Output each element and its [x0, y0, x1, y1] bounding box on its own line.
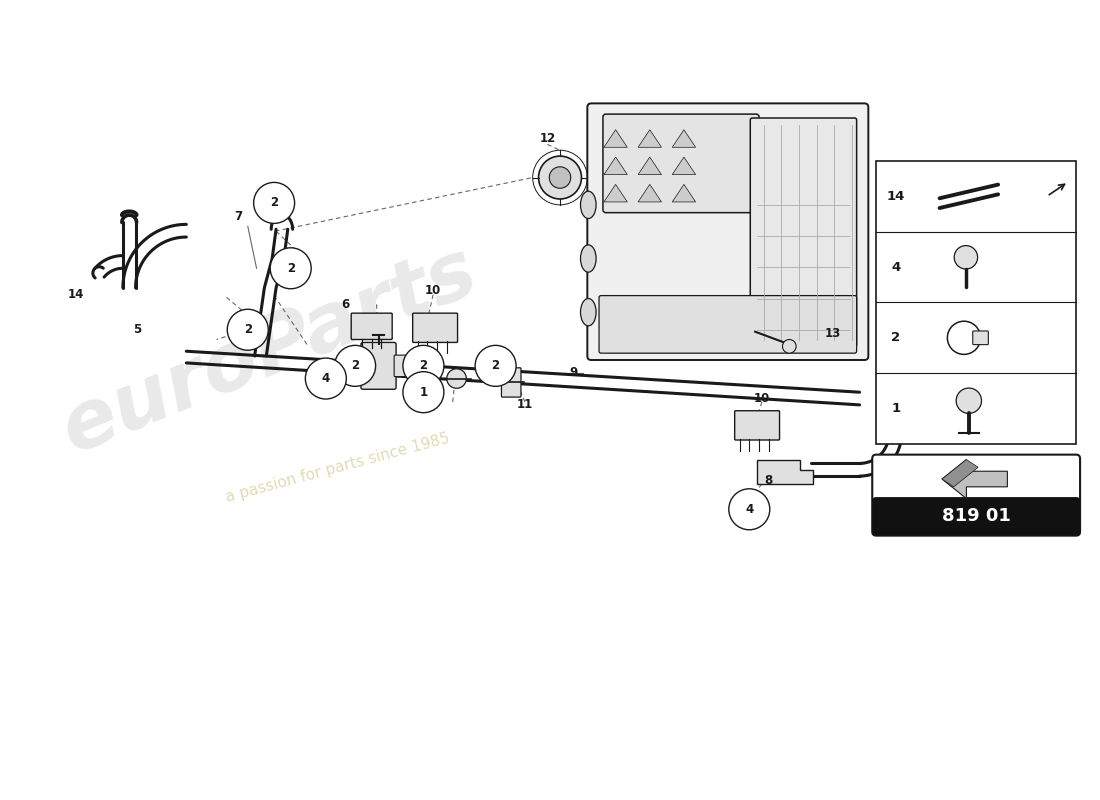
Text: 6: 6: [341, 298, 350, 311]
Text: 2: 2: [492, 359, 499, 372]
FancyBboxPatch shape: [502, 368, 521, 397]
Circle shape: [254, 182, 295, 223]
Text: 9: 9: [570, 366, 578, 379]
FancyBboxPatch shape: [394, 355, 411, 377]
Circle shape: [271, 248, 311, 289]
FancyBboxPatch shape: [603, 114, 759, 213]
FancyBboxPatch shape: [735, 410, 780, 440]
Text: 10: 10: [425, 284, 441, 298]
Polygon shape: [604, 130, 627, 147]
Circle shape: [954, 246, 978, 269]
FancyBboxPatch shape: [972, 331, 989, 345]
Text: 4: 4: [321, 372, 330, 385]
Text: 14: 14: [887, 190, 905, 203]
Text: 2: 2: [244, 323, 252, 336]
Ellipse shape: [581, 245, 596, 272]
Text: 4: 4: [891, 261, 900, 274]
Polygon shape: [672, 157, 695, 174]
Polygon shape: [672, 130, 695, 147]
Circle shape: [782, 339, 796, 353]
Text: 5: 5: [133, 323, 142, 336]
Circle shape: [334, 346, 375, 386]
Text: 12: 12: [539, 132, 556, 145]
Ellipse shape: [581, 298, 596, 326]
Text: 2: 2: [891, 331, 900, 344]
Polygon shape: [942, 459, 978, 487]
Circle shape: [956, 388, 981, 414]
Bar: [876, 161, 1076, 444]
Circle shape: [447, 369, 466, 388]
Polygon shape: [604, 184, 627, 202]
Circle shape: [475, 346, 516, 386]
Text: 1: 1: [891, 402, 900, 415]
Text: 13: 13: [825, 327, 842, 340]
Polygon shape: [638, 157, 661, 174]
Polygon shape: [757, 461, 813, 484]
Text: 2: 2: [351, 359, 360, 372]
FancyBboxPatch shape: [587, 103, 868, 360]
Text: 2: 2: [271, 197, 278, 210]
Text: 8: 8: [764, 474, 773, 486]
Text: 14: 14: [68, 288, 85, 301]
Text: 2: 2: [419, 359, 428, 372]
Polygon shape: [604, 157, 627, 174]
Circle shape: [729, 489, 770, 530]
FancyBboxPatch shape: [600, 295, 857, 353]
Polygon shape: [638, 130, 661, 147]
Circle shape: [403, 346, 444, 386]
Text: 10: 10: [754, 391, 770, 405]
FancyBboxPatch shape: [361, 342, 396, 390]
Text: 7: 7: [234, 210, 242, 223]
FancyBboxPatch shape: [872, 454, 1080, 536]
Text: a passion for parts since 1985: a passion for parts since 1985: [224, 431, 451, 506]
Text: 11: 11: [517, 398, 534, 411]
Circle shape: [403, 372, 444, 413]
Text: 4: 4: [745, 502, 754, 516]
FancyBboxPatch shape: [872, 497, 1080, 536]
Circle shape: [539, 156, 582, 199]
Text: 2: 2: [287, 262, 295, 274]
Text: 819 01: 819 01: [942, 507, 1011, 526]
Circle shape: [228, 310, 268, 350]
FancyBboxPatch shape: [412, 313, 458, 342]
Polygon shape: [942, 459, 1008, 498]
Ellipse shape: [581, 191, 596, 218]
Text: 1: 1: [419, 386, 428, 398]
Circle shape: [306, 358, 346, 399]
FancyBboxPatch shape: [345, 355, 363, 377]
Polygon shape: [672, 184, 695, 202]
Text: euroParts: euroParts: [51, 233, 488, 470]
Circle shape: [549, 167, 571, 188]
Polygon shape: [638, 184, 661, 202]
FancyBboxPatch shape: [351, 313, 393, 339]
FancyBboxPatch shape: [750, 118, 857, 346]
